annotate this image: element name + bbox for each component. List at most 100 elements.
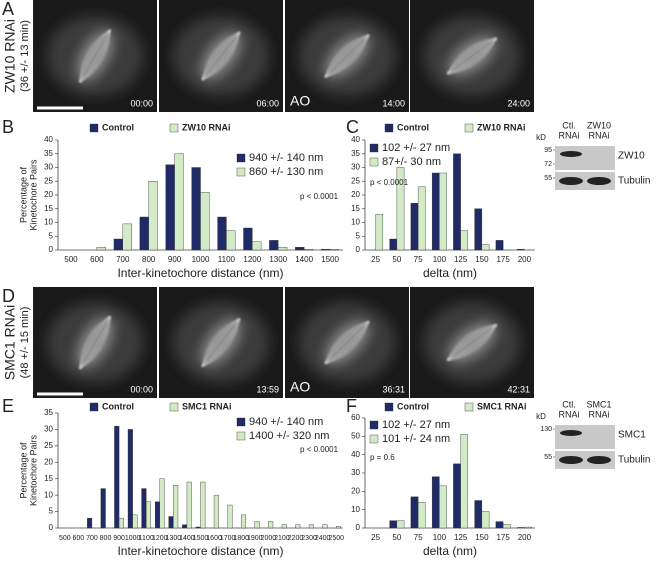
x-tick-label: 50	[392, 255, 401, 264]
bar	[191, 167, 201, 251]
bar	[303, 248, 314, 251]
bar	[154, 501, 160, 529]
spindle-fiber	[79, 316, 111, 369]
spindle-fiber	[79, 316, 111, 369]
stat-label: 1400 +/- 320 nm	[249, 430, 329, 442]
bar	[243, 227, 253, 251]
bar	[336, 526, 342, 529]
bar	[389, 238, 398, 251]
y-tick-label: 30	[44, 425, 53, 434]
bar	[431, 476, 440, 529]
bar	[113, 238, 123, 251]
y-tick-label: 35	[44, 408, 53, 417]
bar	[396, 520, 405, 529]
ao-label: AO	[290, 379, 310, 395]
bar	[182, 524, 188, 529]
spindle-fiber	[202, 318, 240, 367]
blot-lane-label: Ctl.	[562, 399, 576, 409]
spindle-fiber	[202, 31, 240, 80]
x-tick-label: 1600	[206, 535, 222, 542]
spindle-fiber	[325, 34, 369, 78]
y-tick-label: 15	[44, 474, 53, 483]
x-tick-label: 1800	[233, 535, 249, 542]
condition-label: SMC1 RNAi	[2, 305, 18, 380]
bar	[502, 524, 511, 529]
blot-protein: Tubulin	[618, 176, 650, 187]
blot-top	[555, 146, 615, 170]
bar	[139, 216, 149, 251]
bar	[118, 517, 124, 529]
bar	[410, 203, 419, 251]
spindle-fiber	[202, 32, 240, 80]
spindle-fiber	[79, 29, 111, 83]
micrograph: 42:31	[410, 287, 534, 398]
x-tick-label: 1000	[192, 255, 210, 264]
micrograph: 14:00 AO	[285, 0, 409, 112]
spindle-fiber	[325, 34, 369, 78]
blot-lane-label: RNAi	[558, 409, 579, 419]
bar	[481, 244, 490, 251]
y-tick-label: 15	[351, 204, 360, 213]
bar	[195, 526, 201, 529]
bar	[159, 478, 165, 529]
spindle-fiber	[79, 316, 111, 369]
spindle-fiber	[447, 37, 497, 74]
legend-label: Control	[102, 122, 134, 132]
spindle-fiber	[447, 324, 497, 361]
bar	[217, 216, 227, 251]
blot-protein: Tubulin	[618, 455, 650, 466]
spindle-fiber	[202, 318, 240, 367]
spindle-fiber	[325, 34, 369, 78]
y-tick-label: 20	[44, 457, 53, 466]
y-tick-label: 0	[356, 523, 361, 532]
bar	[168, 516, 174, 529]
x-tick-label: 1500	[321, 255, 339, 264]
blot-lane-label: RNAi	[558, 130, 579, 140]
spindle-fiber	[447, 324, 497, 361]
micrograph: 00:00	[33, 0, 157, 112]
condition-label: ZW10 RNAi	[2, 19, 18, 93]
spindle-fiber	[202, 318, 240, 367]
y-tick-label: 10	[44, 490, 53, 499]
spindle-fiber	[325, 34, 369, 78]
spindle-fiber	[79, 316, 111, 369]
legend-swatch	[89, 123, 99, 133]
spindle-fiber	[202, 32, 240, 80]
y-tick-label: 0	[49, 523, 54, 532]
blot-marker: 130	[540, 426, 552, 433]
spindle-fiber	[447, 324, 497, 361]
p-value: p < 0.0001	[300, 192, 339, 201]
x-tick-label: 1100	[139, 535, 154, 542]
y-tick-label: 60	[351, 413, 360, 422]
x-tick-label: 175	[496, 533, 510, 542]
bar	[241, 514, 247, 529]
x-tick-label: 500	[59, 535, 71, 542]
blot-bottom	[555, 451, 615, 469]
blot-kd: kD	[536, 412, 546, 421]
bar	[453, 463, 461, 529]
bar	[329, 249, 340, 251]
legend-swatch	[464, 123, 474, 133]
panel-letter: A	[2, 0, 14, 19]
stat-label: 102 +/- 27 nm	[382, 142, 450, 154]
stat-swatch	[236, 417, 246, 427]
x-tick-label: 2000	[261, 535, 277, 542]
micrograph: 13:59	[159, 287, 283, 398]
y-tick-label: 20	[44, 190, 53, 199]
band	[559, 177, 583, 185]
bar	[322, 524, 328, 529]
spindle-fiber	[447, 324, 497, 361]
bar	[474, 500, 483, 529]
spindle-fiber	[325, 34, 369, 77]
spindle-fiber	[325, 35, 369, 78]
x-tick-label: 900	[113, 535, 125, 542]
y-tick-label: 50	[351, 431, 360, 440]
bar	[226, 230, 236, 251]
blot-marker: 95	[544, 147, 552, 154]
x-tick-label: 1400	[179, 535, 195, 542]
spindle-fiber	[325, 321, 369, 364]
bar	[460, 230, 469, 251]
x-axis-label: Inter-kinetochore distance (nm)	[117, 544, 283, 558]
blot-marker: 72	[544, 161, 552, 168]
bar	[227, 504, 233, 529]
